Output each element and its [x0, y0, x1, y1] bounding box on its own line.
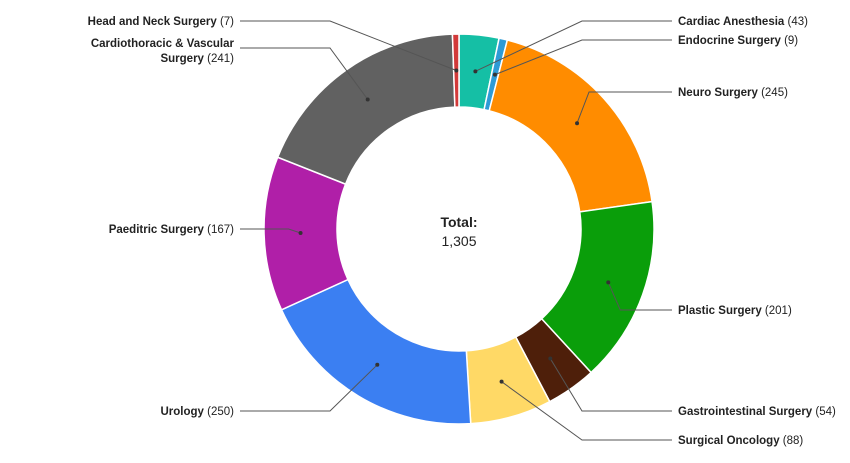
leader-line-plastic-surgery [607, 282, 672, 311]
leader-dot-surgical-oncology [499, 379, 504, 384]
leader-line-neuro-surgery [576, 91, 672, 124]
leader-line-endocrine-surgery [494, 39, 672, 76]
leader-line-cardiac-anesthesia [475, 20, 672, 72]
data-label-surgical-oncology: Surgical Oncology (88) [678, 435, 803, 447]
data-label-gastrointestinal-surgery: Gastrointestinal Surgery (54) [678, 406, 836, 418]
data-label-head-and-neck-surgery: Head and Neck Surgery (7) [88, 16, 235, 28]
data-label-cardiac-anesthesia: Cardiac Anesthesia (43) [678, 16, 808, 28]
data-label-plastic-surgery: Plastic Surgery (201) [678, 305, 792, 317]
data-label-endocrine-surgery: Endocrine Surgery (9) [678, 35, 798, 47]
leader-dot-plastic-surgery [606, 280, 611, 285]
leader-dot-gastrointestinal-surgery [548, 356, 553, 361]
data-label-neuro-surgery: Neuro Surgery (245) [678, 87, 788, 99]
data-label-cardiothoracic-and-vascular-surgery: Cardiothoracic & Vascular Surgery (241) [91, 38, 235, 65]
donut-slices [263, 33, 655, 425]
leader-dot-head-and-neck-surgery [454, 68, 459, 73]
leader-line-surgical-oncology [501, 381, 672, 441]
leader-line-paeditric-surgery [240, 228, 301, 234]
leader-dot-urology [375, 362, 380, 367]
slice-cardiothoracic-and-vascular-surgery [276, 33, 456, 186]
center-total-value: 1,305 [441, 233, 476, 249]
leader-dot-endocrine-surgery [492, 72, 497, 77]
data-label-urology: Urology (250) [161, 406, 235, 418]
slice-labels: Cardiac Anesthesia (43) Endocrine Surgery… [88, 16, 836, 447]
leader-dot-cardiothoracic-and-vascular-surgery [365, 97, 370, 102]
leader-lines [240, 20, 672, 441]
leader-dot-cardiac-anesthesia [473, 69, 478, 74]
leader-line-cardiothoracic-and-vascular-surgery [240, 47, 369, 100]
slice-urology [280, 278, 472, 425]
leader-line-gastrointestinal-surgery [549, 358, 672, 412]
leader-line-head-and-neck-surgery [240, 20, 457, 71]
slice-neuro-surgery [488, 39, 653, 213]
leader-dot-neuro-surgery [575, 121, 580, 126]
leader-line-urology [240, 364, 378, 412]
data-label-paeditric-surgery: Paeditric Surgery (167) [109, 224, 234, 236]
leader-dot-paeditric-surgery [298, 231, 303, 236]
center-total-title: Total: [440, 214, 477, 230]
